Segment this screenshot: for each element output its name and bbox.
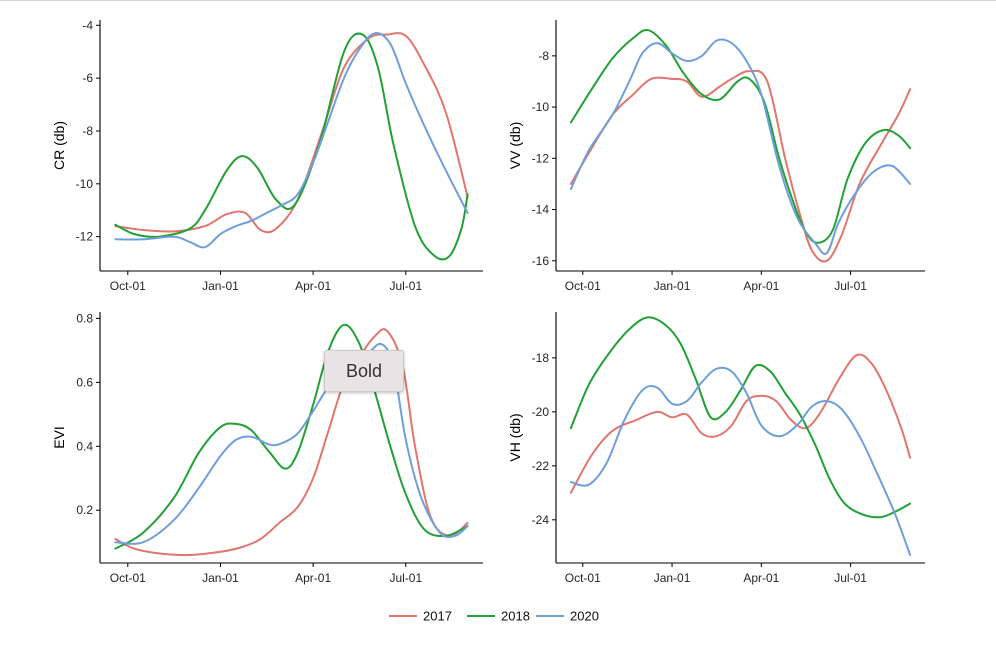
series-line-2017: [114, 328, 469, 557]
x-tick-label: Jan-01: [202, 571, 239, 585]
x-tick-label: Jul-01: [389, 571, 422, 585]
series-line-2017: [569, 69, 912, 263]
legend: 2017 2018 2020: [389, 609, 599, 624]
y-tick-label: -8: [538, 49, 549, 63]
y-axis-title: CR (db): [51, 121, 67, 170]
x-tick-label: Apr-01: [743, 279, 779, 293]
x-tick-label: Jan-01: [654, 279, 691, 293]
y-axis-title: VV (db): [507, 122, 523, 169]
y-axis-title: EVI: [51, 426, 67, 449]
panel-1: -8 -10 -12 -14 -16 Oct-01 Jan-01 Apr-01 Jul-01 VV…: [507, 20, 925, 293]
series-line-2020: [114, 32, 469, 249]
x-tick-label: Oct-01: [110, 279, 146, 293]
x-tick-label: Jan-01: [654, 571, 691, 585]
y-tick-label: -10: [76, 177, 94, 191]
y-tick-label: 0.8: [76, 311, 93, 325]
y-tick-label: -22: [532, 459, 550, 473]
x-tick-label: Jul-01: [834, 571, 867, 585]
y-tick-label: -18: [532, 351, 550, 365]
series-line-2020: [114, 342, 469, 545]
y-tick-label: 0.6: [76, 375, 93, 389]
y-tick-label: -14: [532, 203, 550, 217]
y-tick-label: -12: [76, 230, 94, 244]
series-line-2018: [569, 316, 912, 519]
series-line-2017: [569, 353, 912, 494]
series-line-2020: [569, 38, 912, 255]
x-tick-label: Apr-01: [295, 571, 331, 585]
x-tick-label: Jul-01: [389, 279, 422, 293]
series-line-2018: [114, 323, 469, 550]
x-tick-label: Oct-01: [565, 279, 601, 293]
series-line-2018: [114, 32, 469, 261]
panel-3: -18 -20 -22 -24 Oct-01 Jan-01 Apr-01 Jul-01 VH (…: [507, 312, 925, 585]
series-line-2020: [569, 366, 912, 556]
x-tick-label: Jul-01: [834, 279, 867, 293]
y-tick-label: -20: [532, 405, 550, 419]
x-tick-label: Jan-01: [202, 279, 239, 293]
y-axis-title: VH (db): [507, 413, 523, 461]
y-tick-label: -4: [82, 18, 93, 32]
series-line-2018: [569, 28, 912, 244]
top-border: [0, 0, 996, 1]
y-tick-label: -12: [532, 151, 550, 165]
x-tick-label: Oct-01: [565, 571, 601, 585]
legend-label-2017: 2017: [423, 609, 452, 624]
x-tick-label: Apr-01: [743, 571, 779, 585]
y-tick-label: -24: [532, 513, 550, 527]
series-line-2017: [114, 32, 469, 234]
tooltip-bold: Bold: [324, 350, 404, 392]
panel-2: 0.8 0.6 0.4 0.2 Oct-01 Jan-01 Apr-01 Jul-01 EVI: [51, 311, 483, 585]
y-tick-label: -16: [532, 254, 550, 268]
y-tick-label: 0.4: [76, 439, 93, 453]
legend-label-2018: 2018: [501, 609, 530, 624]
y-tick-label: -10: [532, 100, 550, 114]
panel-0: -4 -6 -8 -10 -12 Oct-01 Jan-01 Apr-01 Jul-01 CR (…: [51, 18, 483, 293]
x-tick-label: Apr-01: [295, 279, 331, 293]
x-tick-label: Oct-01: [110, 571, 146, 585]
legend-label-2020: 2020: [570, 609, 599, 624]
y-tick-label: 0.2: [76, 503, 93, 517]
y-tick-label: -6: [82, 71, 93, 85]
y-tick-label: -8: [82, 124, 93, 138]
